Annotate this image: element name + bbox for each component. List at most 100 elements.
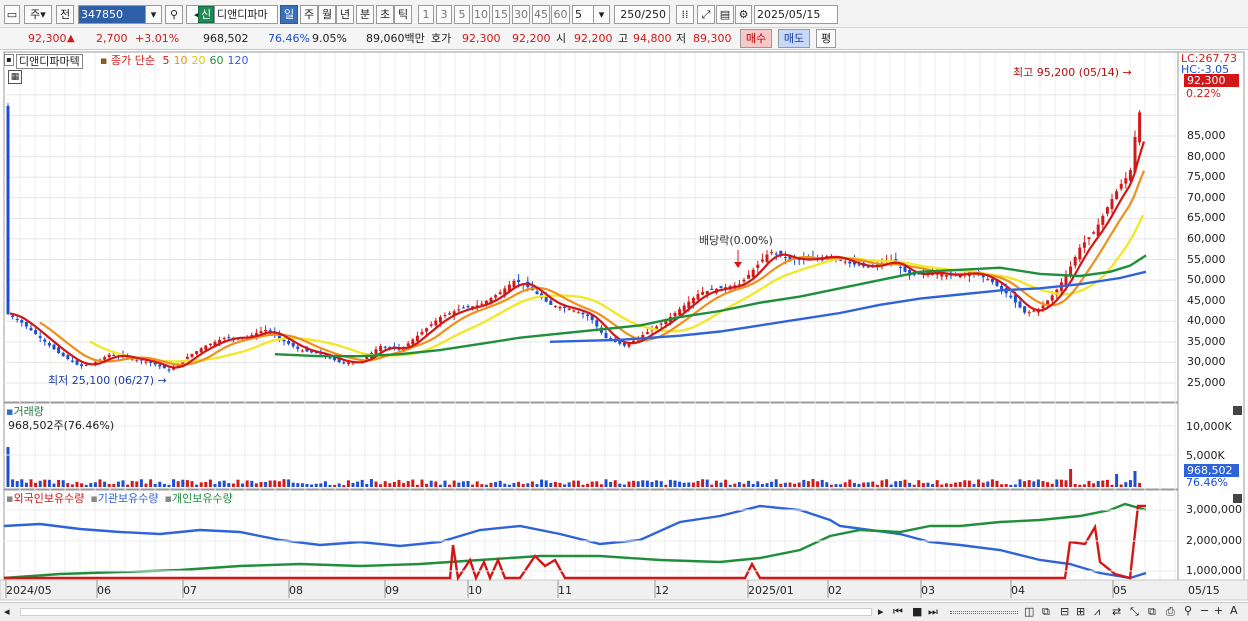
scroll-right-icon[interactable]: ▸ bbox=[878, 605, 884, 618]
period-mode-select[interactable]: 주▾ bbox=[24, 5, 52, 24]
volume-bar bbox=[296, 483, 300, 487]
volume-bar bbox=[448, 484, 452, 487]
interval-button-5[interactable]: 30 bbox=[512, 5, 530, 24]
high-price: 94,800 bbox=[633, 32, 672, 45]
prev-button[interactable]: 전 bbox=[56, 5, 74, 24]
period-button-3[interactable]: 년 bbox=[336, 5, 354, 24]
candle-body bbox=[1138, 112, 1142, 143]
interval-button-7[interactable]: 60 bbox=[551, 5, 570, 24]
candle-body bbox=[774, 253, 778, 255]
candle-body bbox=[691, 297, 695, 304]
line-icon[interactable]: ⩘ bbox=[1094, 605, 1101, 618]
draw-tool-icon[interactable]: ⤢ bbox=[697, 5, 715, 24]
volume-bar bbox=[471, 484, 475, 487]
price-change-pct: +3.01% bbox=[135, 32, 180, 45]
window-menu-icon[interactable]: ▭ bbox=[4, 5, 20, 24]
candle-body bbox=[986, 279, 990, 281]
save-icon[interactable]: ▤ bbox=[716, 5, 734, 24]
volume-bar bbox=[839, 484, 843, 487]
interval-button-0[interactable]: 1 bbox=[418, 5, 434, 24]
interval-input[interactable]: 5 bbox=[572, 5, 594, 24]
count-value: 250 bbox=[620, 8, 642, 21]
trend-icon[interactable]: ⤡ bbox=[1130, 605, 1139, 618]
code-dropdown-icon[interactable]: ▾ bbox=[146, 5, 162, 24]
last-page-icon[interactable]: ⏭ bbox=[928, 605, 938, 618]
count-field[interactable]: 250/250 bbox=[614, 5, 670, 24]
layout-icon[interactable]: ◫ bbox=[1024, 605, 1035, 618]
period-button-4[interactable]: 분 bbox=[356, 5, 374, 24]
scroll-left-icon[interactable]: ◂ bbox=[4, 605, 10, 618]
volume-bar bbox=[277, 481, 281, 487]
sell-button[interactable]: 매도 bbox=[778, 29, 810, 48]
period-button-0[interactable]: 일 bbox=[280, 5, 298, 24]
interval-button-3[interactable]: 10 bbox=[472, 5, 490, 24]
candle-body bbox=[719, 286, 723, 289]
stock-name-field[interactable]: 디앤디파마 bbox=[214, 5, 278, 24]
stop-icon[interactable]: ■ bbox=[912, 605, 923, 618]
volume-bar bbox=[871, 481, 875, 487]
volume-bar bbox=[57, 479, 61, 487]
grid-icon[interactable]: ⁞⁞ bbox=[676, 5, 694, 24]
candle-body bbox=[576, 312, 580, 314]
zoom-in-icon[interactable]: + bbox=[1214, 604, 1224, 617]
volume-close-icon[interactable] bbox=[1233, 406, 1242, 415]
volume-bar bbox=[581, 484, 585, 487]
volume-panel bbox=[3, 402, 1179, 490]
volume-bar bbox=[944, 483, 948, 487]
dividend-annotation: 배당락(0.00%) bbox=[699, 234, 773, 247]
split-icon[interactable]: ⊞ bbox=[1076, 605, 1086, 618]
candle-body bbox=[563, 306, 567, 308]
copy-icon[interactable]: ⧉ bbox=[1148, 605, 1156, 618]
volume-bar bbox=[636, 481, 640, 487]
candle-body bbox=[314, 352, 318, 354]
date-field[interactable]: 2025/05/15 bbox=[754, 5, 838, 24]
print-icon[interactable]: ⎙ bbox=[1166, 605, 1175, 618]
compare-icon[interactable]: ⧉ bbox=[1042, 605, 1050, 618]
volume-bar bbox=[512, 483, 516, 487]
gear-icon[interactable]: ⚙ bbox=[735, 5, 752, 24]
period-button-1[interactable]: 주 bbox=[300, 5, 318, 24]
buy-button[interactable]: 매수 bbox=[740, 29, 772, 48]
holding-close-icon[interactable] bbox=[1233, 494, 1242, 503]
candle-body bbox=[903, 264, 907, 272]
tile-icon[interactable]: ⊟ bbox=[1060, 605, 1070, 618]
interval-button-2[interactable]: 5 bbox=[454, 5, 470, 24]
interval-dropdown-icon[interactable]: ▾ bbox=[594, 5, 610, 24]
volume-bar bbox=[1059, 479, 1063, 487]
first-page-icon[interactable]: ⏮ bbox=[893, 605, 903, 618]
interval-button-4[interactable]: 15 bbox=[492, 5, 510, 24]
search-icon[interactable]: ⚲ bbox=[165, 5, 183, 24]
font-size-icon[interactable]: A bbox=[1230, 604, 1238, 617]
interval-button-6[interactable]: 45 bbox=[532, 5, 550, 24]
candle-body bbox=[567, 308, 571, 310]
candle-body bbox=[57, 347, 61, 354]
volume-bar bbox=[967, 480, 971, 487]
scrollbar-track[interactable] bbox=[20, 608, 872, 616]
avg-button[interactable]: 평 bbox=[816, 29, 836, 48]
candle-body bbox=[466, 306, 470, 308]
volume-bar bbox=[250, 480, 254, 487]
x-axis-label-10: 03 bbox=[921, 584, 935, 597]
volume-bar bbox=[1055, 479, 1059, 487]
zoom-out-icon[interactable]: − bbox=[1200, 604, 1210, 617]
zoom-slider[interactable] bbox=[950, 611, 1018, 614]
magnifier-icon[interactable]: ⚲ bbox=[1184, 604, 1193, 617]
interval-button-1[interactable]: 3 bbox=[436, 5, 452, 24]
candle-body bbox=[503, 288, 507, 296]
stock-chart[interactable]: ▪ 디앤디파마텍 ▪ 종가 단순 5 10 20 60 120 ▦ LC:267.73 … bbox=[0, 50, 1248, 602]
candle-body bbox=[535, 291, 539, 295]
period-button-6[interactable]: 틱 bbox=[394, 5, 412, 24]
sync-icon[interactable]: ⇄ bbox=[1112, 605, 1122, 618]
period-button-5[interactable]: 초 bbox=[376, 5, 394, 24]
candle-body bbox=[29, 327, 33, 331]
volume-bar bbox=[926, 482, 930, 487]
candle-body bbox=[107, 354, 111, 358]
x-axis-label-3: 08 bbox=[289, 584, 303, 597]
panel-menu-icon[interactable]: ▪ bbox=[4, 54, 14, 66]
volume-bar bbox=[760, 483, 764, 487]
individual-holding-line bbox=[3, 502, 1147, 580]
stock-code-input[interactable]: 347850 bbox=[78, 5, 146, 24]
chart-canvas[interactable] bbox=[0, 50, 1248, 602]
period-button-2[interactable]: 월 bbox=[318, 5, 336, 24]
calculator-icon[interactable]: ▦ bbox=[8, 70, 22, 84]
